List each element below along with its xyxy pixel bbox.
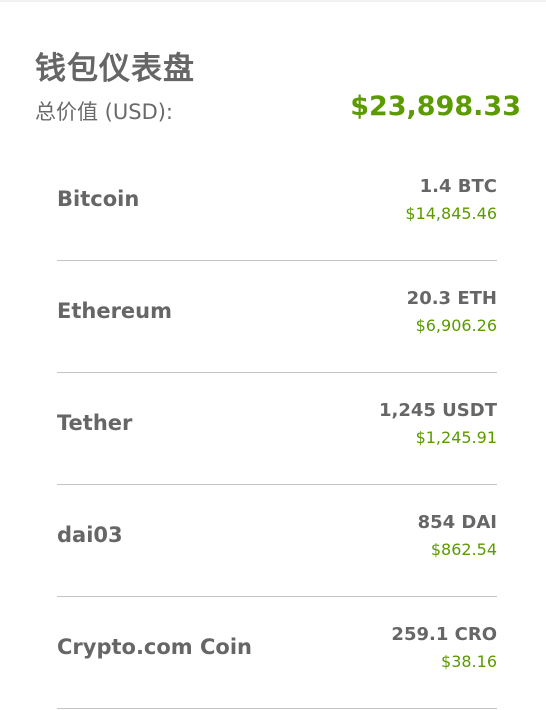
asset-usd-value: $14,845.46 — [405, 204, 497, 223]
asset-amount: 259.1 CRO — [391, 624, 497, 645]
asset-usd-value: $862.54 — [430, 540, 497, 559]
asset-usd-value: $6,906.26 — [415, 316, 497, 335]
asset-row-crypto-com-coin[interactable]: Crypto.com Coin 259.1 CRO $38.16 — [57, 598, 497, 709]
top-edge-divider — [0, 0, 546, 2]
asset-name: Crypto.com Coin — [57, 635, 252, 659]
asset-usd-value: $38.16 — [441, 652, 497, 671]
asset-name: dai03 — [57, 523, 123, 547]
total-value-label: 总价值 (USD): — [35, 100, 174, 124]
asset-row-ethereum[interactable]: Ethereum 20.3 ETH $6,906.26 — [57, 262, 497, 373]
asset-row-bitcoin[interactable]: Bitcoin 1.4 BTC $14,845.46 — [57, 150, 497, 261]
page-title: 钱包仪表盘 — [35, 50, 195, 87]
total-value-row: 总价值 (USD): $23,898.33 — [35, 90, 521, 130]
asset-amount: 20.3 ETH — [406, 288, 497, 309]
asset-list: Bitcoin 1.4 BTC $14,845.46 Ethereum 20.3… — [57, 150, 497, 710]
asset-row-tether[interactable]: Tether 1,245 USDT $1,245.91 — [57, 374, 497, 485]
asset-name: Ethereum — [57, 299, 173, 323]
asset-amount: 854 DAI — [417, 512, 497, 533]
asset-usd-value: $1,245.91 — [415, 428, 497, 447]
asset-amount: 1.4 BTC — [419, 176, 497, 197]
asset-name: Tether — [57, 411, 133, 435]
total-value-amount: $23,898.33 — [350, 91, 521, 122]
asset-name: Bitcoin — [57, 187, 140, 211]
asset-row-dai03[interactable]: dai03 854 DAI $862.54 — [57, 486, 497, 597]
asset-amount: 1,245 USDT — [378, 400, 497, 421]
